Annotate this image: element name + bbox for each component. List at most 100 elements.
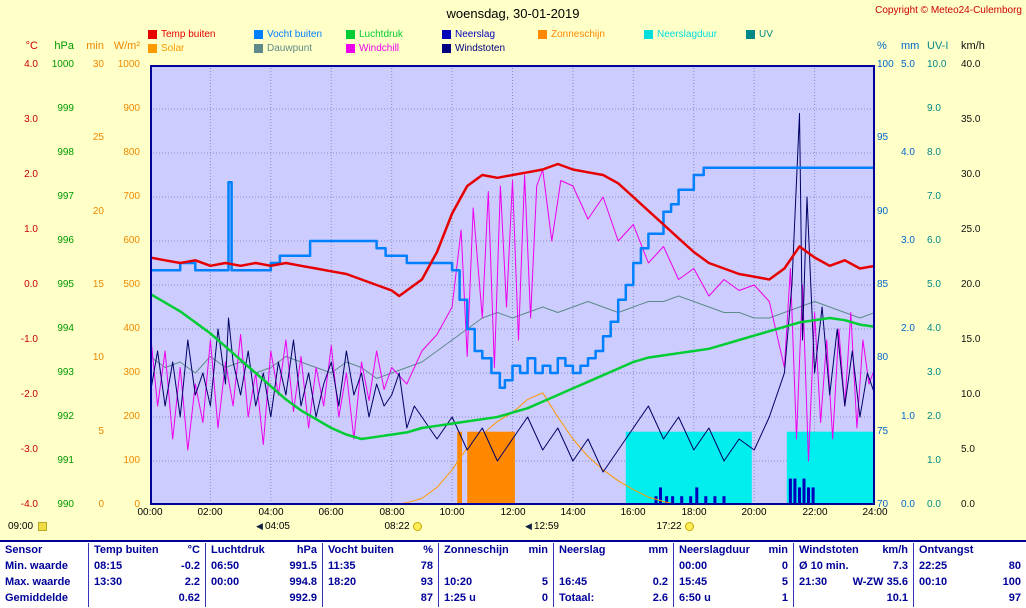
row-label: Min. waarde	[5, 560, 68, 572]
column-name: Neerslagduur	[679, 544, 750, 556]
axis-tick-wm2: 400	[123, 323, 140, 334]
axis-tick-kmh: 40.0	[961, 59, 981, 70]
axis-tick-uvi: 1.0	[927, 455, 941, 466]
row-label: Gemiddelde	[5, 592, 68, 604]
table-cell-windstoten: Windstoten km/h	[793, 543, 914, 559]
sun-time: 08:22	[368, 521, 438, 532]
axis-tick-wm2: 900	[123, 103, 140, 114]
row-label-cell: Sensor	[0, 543, 88, 559]
axis-tick-min: 20	[92, 206, 104, 217]
sun-time-label: 08:22	[384, 521, 410, 532]
row-label: Max. waarde	[5, 576, 71, 588]
plot-border	[150, 65, 875, 505]
gridlines	[150, 65, 875, 505]
axis-tick-pct: 85	[877, 279, 889, 290]
axis-tick-uvi: 9.0	[927, 103, 941, 114]
legend-item-uv: UV	[746, 27, 806, 41]
column-unit: min	[528, 544, 548, 556]
axis-tick-c: -2.0	[20, 389, 38, 400]
axis-tick-wm2: 300	[123, 367, 140, 378]
moon-icon: ◀	[525, 521, 532, 531]
series-neerslag	[654, 478, 815, 505]
series-windstoten	[149, 112, 876, 473]
legend-swatch-luchtdruk	[346, 29, 355, 39]
legend-swatch-neerslagduur	[644, 29, 653, 39]
legend-item-zonneschijn: Zonneschijn	[538, 27, 644, 41]
table-cell-zonneschijn: Zonneschijn min	[438, 543, 554, 559]
x-tick-label: 20:00	[741, 507, 767, 518]
x-tick-label: 00:00	[137, 507, 163, 518]
axis-tick-pct: 75	[877, 426, 889, 437]
legend-swatch-neerslag	[442, 29, 451, 39]
axis-tick-c: 0.0	[24, 279, 38, 290]
series-temp	[148, 162, 877, 298]
x-tick-label: 08:00	[379, 507, 405, 518]
legend-swatch-windstoten	[442, 43, 451, 53]
cell-value: 0.2	[652, 576, 668, 588]
cell-value: 78	[420, 560, 433, 572]
column-unit: mm	[648, 544, 668, 556]
cell-time: 22:25	[919, 560, 948, 572]
table-cell-neerslag: Neerslag mm	[553, 543, 674, 559]
cell-value: 994.8	[289, 576, 317, 588]
table-cell-zonneschijn	[438, 559, 554, 575]
axis-tick-wm2: 500	[123, 279, 140, 290]
axis-tick-mm: 1.0	[901, 411, 915, 422]
axis-tick-mm: 0.0	[901, 499, 915, 510]
page-title: woensdag, 30-01-2019	[446, 6, 580, 21]
row-label-cell: Min. waarde	[0, 559, 88, 575]
table-cell-zonneschijn: 1:25 u 0	[438, 591, 554, 607]
legend-swatch-solar	[148, 43, 157, 53]
cell-value: 2.2	[184, 576, 200, 588]
axis-tick-pct: 95	[877, 132, 889, 143]
axis-tick-hpa: 995	[57, 279, 74, 290]
axis-tick-hpa: 990	[57, 499, 74, 510]
legend-label: Dauwpunt	[267, 42, 313, 54]
table-cell-zonneschijn: 10:20 5	[438, 575, 554, 591]
axis-tick-hpa: 991	[57, 455, 74, 466]
axis-tick-kmh: 5.0	[961, 444, 975, 455]
cell-value: 10.1	[886, 592, 908, 604]
legend-swatch-windchill	[346, 43, 355, 53]
axis-tick-kmh: 20.0	[961, 279, 981, 290]
cell-value: 93	[420, 576, 433, 588]
axis-tick-hpa: 992	[57, 411, 74, 422]
x-tick-label: 12:00	[500, 507, 526, 518]
legend-swatch-zonneschijn	[538, 29, 547, 39]
axis-tick-kmh: 10.0	[961, 389, 981, 400]
legend-item-vocht-buiten: Vocht buiten	[254, 27, 346, 41]
axis-header-min: min	[86, 40, 104, 52]
axis-tick-c: 4.0	[24, 59, 38, 70]
x-tick-label: 18:00	[681, 507, 707, 518]
axis-tick-uvi: 10.0	[927, 59, 947, 70]
column-name: Zonneschijn	[444, 544, 509, 556]
sun-time-label: 17:22	[656, 521, 682, 532]
legend-item-dauwpunt: Dauwpunt	[254, 41, 346, 55]
column-unit: min	[768, 544, 788, 556]
cell-time: Ø 10 min.	[799, 560, 849, 572]
table-cell-neerslag: Totaal: 2.6	[553, 591, 674, 607]
axis-tick-hpa: 996	[57, 235, 74, 246]
axis-tick-mm: 4.0	[901, 147, 915, 158]
moon-time: ◀ 04:05	[238, 521, 308, 532]
axis-tick-hpa: 998	[57, 147, 74, 158]
table-cell-ontvangst: 22:25 80	[913, 559, 1026, 575]
x-tick-label: 14:00	[560, 507, 586, 518]
cell-time: 00:00	[679, 560, 708, 572]
table-row-gemiddelde: Gemiddelde 0.62 992.9 87 1:25 u 0 Totaal: 2.6 6:…	[0, 591, 1026, 607]
table-cell-luchtdruk: 00:00 994.8	[205, 575, 323, 591]
table-cell-luchtdruk: 992.9	[205, 591, 323, 607]
axis-tick-wm2: 200	[123, 411, 140, 422]
cell-value: 1	[781, 592, 788, 604]
x-tick-label: 24:00	[862, 507, 888, 518]
table-cell-temp-buiten: 0.62	[88, 591, 206, 607]
axis-tick-kmh: 30.0	[961, 169, 981, 180]
cell-value: 7.3	[892, 560, 908, 572]
axis-tick-uvi: 6.0	[927, 235, 941, 246]
column-name: Vocht buiten	[328, 544, 394, 556]
column-unit: km/h	[882, 544, 908, 556]
legend-label: Vocht buiten	[267, 28, 323, 40]
legend-label: Windchill	[359, 42, 400, 54]
legend-label: Luchtdruk	[359, 28, 403, 40]
stats-table: Sensor Temp buiten °C Luchtdruk hPa Vocht bui…	[0, 540, 1026, 608]
